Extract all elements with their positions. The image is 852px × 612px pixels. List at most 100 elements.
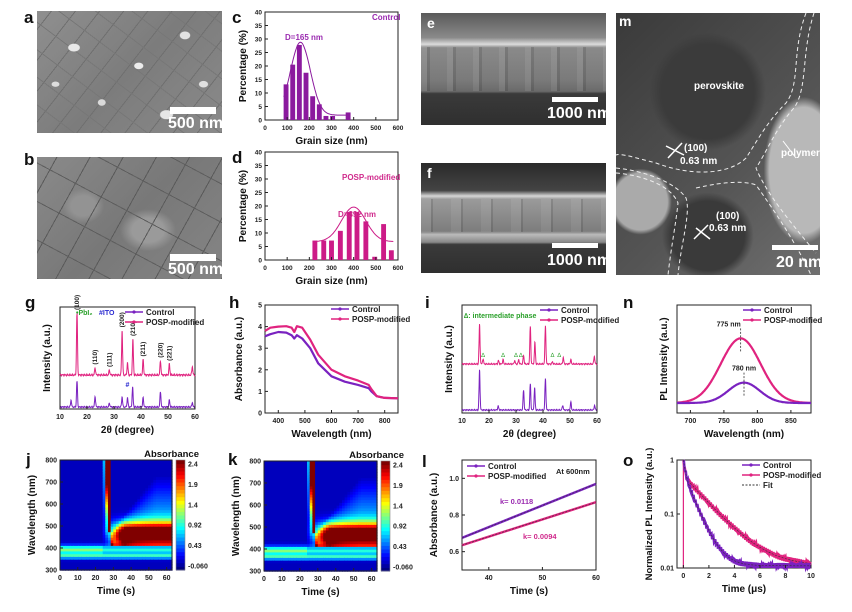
heatmap-cell (92, 468, 96, 472)
heatmap-cell (153, 506, 157, 511)
heatmap-cell (339, 516, 343, 520)
heatmap-cell (153, 468, 157, 472)
heatmap-cell (164, 561, 168, 566)
heatmap-cell (366, 524, 370, 528)
heatmap-cell (336, 488, 340, 492)
heatmap-cell (317, 568, 322, 572)
heatmap-cell (153, 534, 157, 538)
colorbar-segment (381, 519, 390, 524)
polymer-label: polymer (781, 148, 820, 159)
heatmap-cell (315, 494, 319, 498)
heatmap-cell (266, 560, 270, 564)
heatmap-cell (137, 465, 141, 469)
heatmap-cell (277, 505, 281, 509)
heatmap-cell (296, 560, 300, 564)
heatmap-cell (164, 506, 168, 511)
heatmap-cell (264, 546, 268, 550)
heatmap-cell (309, 521, 313, 525)
heatmap-cell (352, 488, 357, 492)
heatmap-cell (102, 460, 106, 464)
heatmap-cell (366, 518, 370, 523)
heatmap-cell (299, 554, 303, 558)
x-tick-label: 800 (752, 418, 764, 425)
absorbance-line-posp (264, 325, 399, 400)
heatmap-cell (323, 521, 327, 525)
heatmap-cell (105, 468, 109, 472)
heatmap-cell (78, 561, 82, 566)
heatmap-cell (132, 537, 136, 541)
heatmap-cell (129, 550, 133, 555)
heatmap-cell (124, 506, 128, 511)
heatmap-cell (81, 498, 85, 502)
heatmap-cell (78, 487, 82, 491)
heatmap-cell (142, 553, 146, 557)
heatmap-cell (62, 479, 66, 483)
heatmap-cell (296, 505, 300, 509)
heatmap-cell (108, 473, 112, 478)
heatmap-cell (347, 529, 351, 534)
heatmap-cell (360, 469, 365, 473)
heatmap-cell (368, 477, 373, 481)
heatmap-cell (126, 504, 130, 508)
legend-label: POSP-modified (764, 316, 822, 325)
heatmap-cell (97, 498, 101, 502)
heatmap-cell (113, 553, 117, 557)
heatmap-cell (280, 491, 284, 495)
heatmap-cell (374, 496, 378, 501)
legend-marker (474, 464, 478, 468)
heatmap-cell (158, 531, 162, 535)
heatmap-cell (68, 482, 72, 486)
heatmap-cell (352, 502, 357, 506)
heatmap-cell (358, 551, 362, 556)
heatmap-cell (274, 524, 279, 528)
heatmap-cell (137, 515, 141, 519)
heatmap-cell (89, 548, 93, 552)
heatmap-cell (331, 477, 335, 481)
heatmap-cell (156, 526, 160, 530)
heatmap-cell (312, 557, 316, 561)
heatmap-cell (126, 473, 130, 478)
y-tick-label: 0.01 (660, 566, 674, 573)
heatmap-cell (73, 523, 77, 527)
heatmap-cell (102, 512, 106, 516)
heatmap-cell (347, 521, 351, 525)
heatmap-cell (121, 476, 125, 480)
heatmap-cell (76, 559, 80, 563)
heatmap-cell (342, 524, 346, 528)
heatmap-cell (100, 462, 104, 467)
heatmap-cell (317, 532, 322, 536)
heatmap-cell (150, 556, 154, 560)
heatmap-cell (89, 537, 93, 541)
heatmap-cell (334, 485, 338, 490)
heatmap-cell (145, 545, 149, 549)
heatmap-cell (94, 473, 98, 478)
heatmap-cell (108, 462, 112, 467)
heatmap-cell (166, 487, 170, 491)
peak-wavelength-label: 775 nm (717, 321, 741, 328)
heatmap-cell (355, 549, 359, 553)
heatmap-cell (145, 509, 149, 513)
heatmap-cell (274, 496, 279, 501)
scale-bar (170, 254, 216, 261)
heatmap-cell (325, 474, 330, 479)
heatmap-cell (342, 485, 346, 490)
heatmap-cell (280, 562, 284, 567)
colorbar-segment (176, 489, 185, 494)
heatmap-cell (347, 488, 351, 492)
heatmap-cell (76, 539, 80, 544)
heatmap-cell (113, 523, 117, 527)
heatmap-cell (102, 495, 106, 500)
heatmap-cell (108, 515, 112, 519)
heatmap-cell (312, 477, 316, 481)
heatmap-cell (325, 529, 330, 534)
heatmap-cell (339, 551, 343, 556)
heatmap-cell (134, 534, 138, 538)
heatmap-cell (113, 517, 117, 522)
heatmap-cell (62, 523, 66, 527)
heatmap-cell (102, 550, 106, 555)
x-tick-label: 0 (263, 265, 267, 272)
heatmap-cell (110, 493, 114, 497)
heatmap-cell (277, 461, 281, 465)
heatmap-cell (323, 466, 327, 470)
heatmap-cell (325, 516, 330, 520)
